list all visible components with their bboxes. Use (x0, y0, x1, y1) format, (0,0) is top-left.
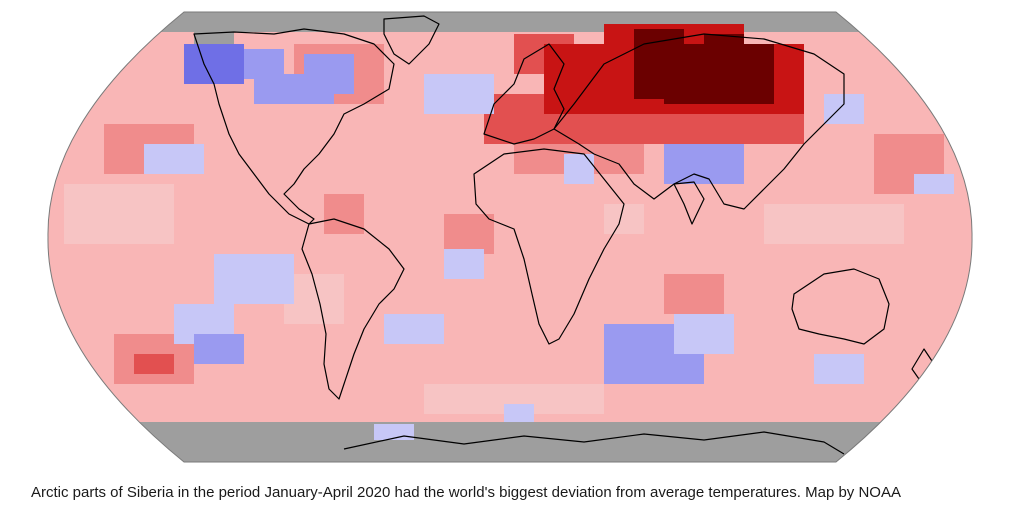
anomaly-cell (764, 204, 904, 244)
anomaly-cell (564, 154, 594, 184)
map-caption: Arctic parts of Siberia in the period Ja… (31, 484, 901, 501)
anomaly-cell (424, 74, 494, 114)
anomaly-cell (134, 354, 174, 374)
cool-anomaly-canada (304, 54, 354, 94)
anomaly-cell (64, 184, 174, 244)
asia-coastline (553, 33, 845, 210)
anomaly-cell (444, 214, 494, 254)
anomaly-cell (814, 354, 864, 384)
anomaly-cell (664, 274, 724, 314)
globe-outline (47, 11, 973, 463)
india-coastline (673, 181, 705, 225)
cool-anomaly-alaska (184, 44, 244, 84)
anomaly-cell (324, 194, 364, 234)
europe-coastline (483, 43, 565, 145)
anomaly-cell (194, 334, 244, 364)
anomaly-cell (444, 249, 484, 279)
anomaly-cell (604, 204, 644, 234)
anomaly-patches (47, 12, 973, 462)
anomaly-cell (144, 144, 204, 174)
coastlines (193, 15, 935, 455)
temperature-anomaly-map (44, 4, 976, 470)
missing-data-arctic (47, 12, 973, 32)
africa-coastline (473, 148, 625, 345)
missing-data-patch (884, 30, 944, 48)
cool-anomaly-tibet (664, 144, 744, 184)
cool-anomaly-pacific (214, 254, 294, 304)
anomaly-cell (504, 404, 534, 422)
siberia-record-anomaly (704, 34, 744, 54)
missing-data-antarctic (47, 422, 973, 462)
north-america-coastline (193, 28, 395, 225)
south-america-coastline (301, 218, 405, 400)
anomaly-cell (384, 314, 444, 344)
anomaly-cell (674, 314, 734, 354)
australia-coastline (791, 268, 890, 345)
world-map-svg (47, 11, 973, 463)
anomaly-cell (914, 174, 954, 194)
antarctica-coastline (343, 431, 845, 455)
greenland-coastline (383, 15, 440, 65)
